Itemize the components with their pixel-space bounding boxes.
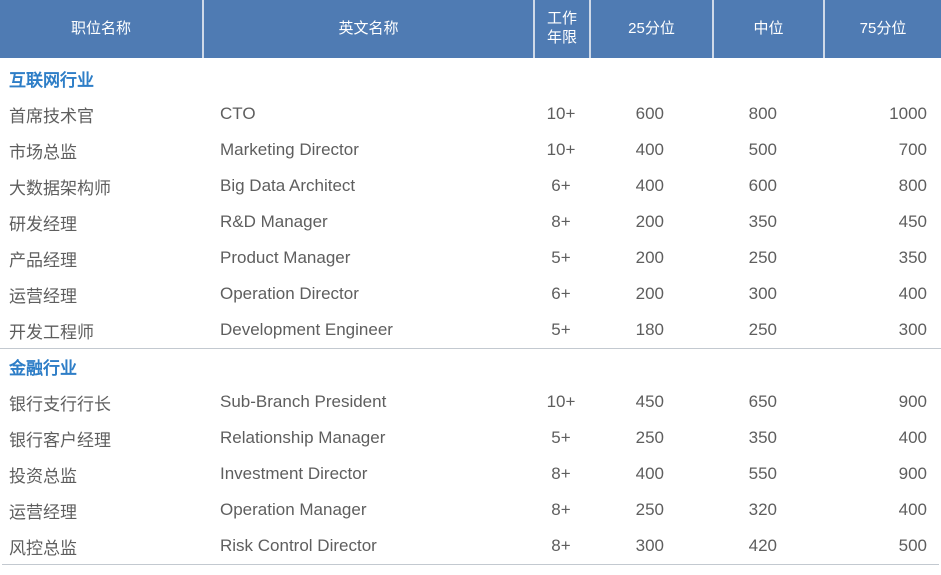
- cell-p25: 200: [635, 212, 664, 231]
- cell-p75: 450: [898, 212, 927, 231]
- cell-work-years: 10+: [546, 392, 576, 411]
- table-row: 风控总监 Risk Control Director 8+ 300 420 500: [0, 528, 941, 564]
- cell-english-name: CTO: [220, 104, 256, 123]
- cell-english-name: Big Data Architect: [220, 176, 356, 195]
- cell-p75: 800: [898, 176, 927, 195]
- table-row: 运营经理 Operation Manager 8+ 250 320 400: [0, 492, 941, 528]
- column-header-p25: 25分位: [589, 0, 712, 58]
- cell-median: 650: [748, 392, 777, 411]
- cell-position-name: 首席技术官: [9, 106, 94, 126]
- table-row: 投资总监 Investment Director 8+ 400 550 900: [0, 456, 941, 492]
- cell-median: 350: [748, 428, 777, 447]
- cell-median: 350: [748, 212, 777, 231]
- cell-p25: 250: [635, 500, 664, 519]
- table-row: 首席技术官 CTO 10+ 600 800 1000: [0, 96, 941, 132]
- cell-work-years: 5+: [551, 428, 571, 447]
- cell-p25: 250: [635, 428, 664, 447]
- table-header-row: 职位名称 英文名称 工作年限 25分位 中位 75分位: [0, 0, 941, 58]
- cell-english-name: Development Engineer: [220, 320, 393, 339]
- cell-p75: 350: [898, 248, 927, 267]
- cell-p25: 200: [635, 248, 664, 267]
- cell-work-years: 8+: [551, 464, 571, 483]
- cell-median: 800: [748, 104, 777, 123]
- cell-p75: 900: [898, 464, 927, 483]
- column-header-work-years: 工作年限: [533, 0, 589, 58]
- table-body: 互联网行业首席技术官 CTO 10+ 600 800 1000 市场总监 Marketing …: [0, 60, 941, 564]
- cell-p25: 450: [635, 392, 664, 411]
- cell-english-name: Investment Director: [220, 464, 368, 483]
- cell-work-years: 5+: [551, 248, 571, 267]
- cell-position-name: 运营经理: [9, 286, 77, 306]
- table-row: 产品经理 Product Manager 5+ 200 250 350: [0, 240, 941, 276]
- cell-median: 300: [748, 284, 777, 303]
- cell-p75: 400: [898, 428, 927, 447]
- cell-median: 500: [748, 140, 777, 159]
- column-header-position-name: 职位名称: [70, 19, 131, 37]
- cell-work-years: 10+: [546, 104, 576, 123]
- cell-position-name: 银行客户经理: [9, 430, 111, 450]
- section-label: 互联网行业: [9, 70, 94, 90]
- table-row: 开发工程师 Development Engineer 5+ 180 250 300: [0, 312, 941, 348]
- cell-english-name: Risk Control Director: [220, 536, 377, 555]
- table-row: 运营经理 Operation Director 6+ 200 300 400: [0, 276, 941, 312]
- cell-median: 550: [748, 464, 777, 483]
- cell-p75: 400: [898, 284, 927, 303]
- section-label: 金融行业: [0, 348, 941, 384]
- cell-p25: 400: [635, 464, 664, 483]
- cell-work-years: 8+: [551, 500, 571, 519]
- cell-median: 250: [748, 320, 777, 339]
- cell-p75: 1000: [889, 104, 927, 123]
- cell-p75: 500: [898, 536, 927, 555]
- cell-work-years: 6+: [551, 284, 571, 303]
- cell-position-name: 大数据架构师: [9, 178, 111, 198]
- cell-english-name: Relationship Manager: [220, 428, 386, 447]
- cell-work-years: 8+: [551, 536, 571, 555]
- cell-position-name: 运营经理: [9, 502, 77, 522]
- cell-p25: 400: [635, 176, 664, 195]
- column-header-english-name: 英文名称: [202, 0, 533, 58]
- table-row: 银行支行行长 Sub-Branch President 10+ 450 650 900: [0, 384, 941, 420]
- cell-p25: 400: [635, 140, 664, 159]
- cell-median: 420: [748, 536, 777, 555]
- table-row: 市场总监 Marketing Director 10+ 400 500 700: [0, 132, 941, 168]
- cell-position-name: 开发工程师: [9, 322, 94, 342]
- column-header-median: 中位: [712, 0, 823, 58]
- cell-english-name: Operation Manager: [220, 500, 367, 519]
- cell-p25: 300: [635, 536, 664, 555]
- cell-english-name: Sub-Branch President: [220, 392, 387, 411]
- cell-p25: 180: [635, 320, 664, 339]
- cell-position-name: 银行支行行长: [9, 394, 111, 414]
- cell-p25: 600: [635, 104, 664, 123]
- table-row: 大数据架构师 Big Data Architect 6+ 400 600 800: [0, 168, 941, 204]
- cell-work-years: 10+: [546, 140, 576, 159]
- cell-english-name: Marketing Director: [220, 140, 359, 159]
- cell-median: 600: [748, 176, 777, 195]
- cell-work-years: 6+: [551, 176, 571, 195]
- cell-position-name: 研发经理: [9, 214, 77, 234]
- cell-median: 320: [748, 500, 777, 519]
- cell-english-name: Product Manager: [220, 248, 351, 267]
- cell-work-years: 8+: [551, 212, 571, 231]
- cell-median: 250: [748, 248, 777, 267]
- cell-p75: 400: [898, 500, 927, 519]
- cell-p25: 200: [635, 284, 664, 303]
- column-header-p75: 75分位: [823, 0, 941, 58]
- table-bottom-border: [2, 564, 939, 565]
- cell-p75: 900: [898, 392, 927, 411]
- cell-position-name: 产品经理: [9, 250, 77, 270]
- cell-english-name: R&D Manager: [220, 212, 328, 231]
- table-row: 银行客户经理 Relationship Manager 5+ 250 350 400: [0, 420, 941, 456]
- cell-p75: 300: [898, 320, 927, 339]
- cell-position-name: 风控总监: [9, 538, 77, 558]
- cell-english-name: Operation Director: [220, 284, 359, 303]
- cell-position-name: 投资总监: [9, 466, 77, 486]
- table-row: 研发经理 R&D Manager 8+ 200 350 450: [0, 204, 941, 240]
- column-header-work-years-label: 工作年限: [546, 10, 577, 46]
- cell-position-name: 市场总监: [9, 142, 77, 162]
- cell-work-years: 5+: [551, 320, 571, 339]
- cell-p75: 700: [898, 140, 927, 159]
